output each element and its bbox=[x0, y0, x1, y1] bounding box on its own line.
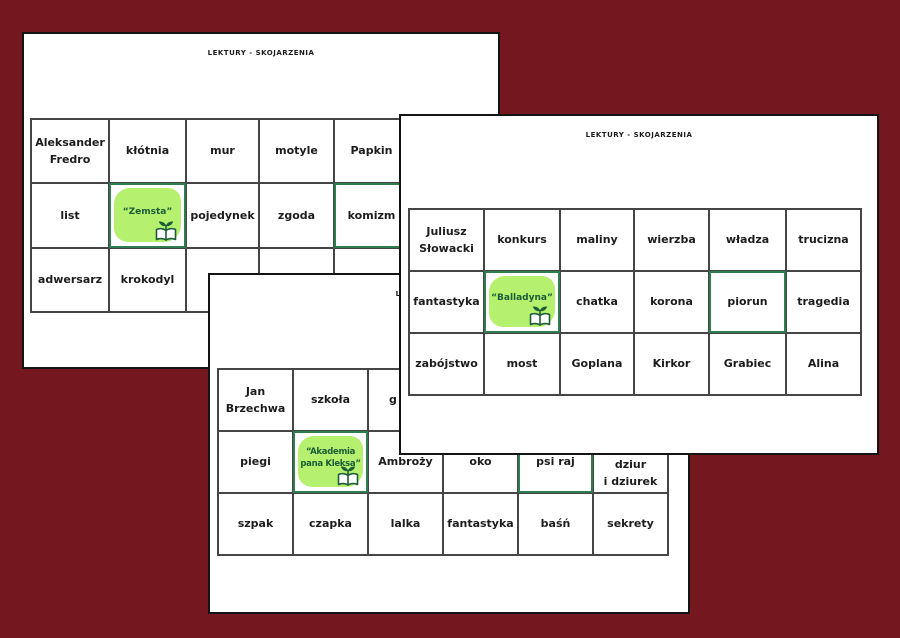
table-cell: Aleksander Fredro bbox=[31, 119, 109, 183]
table-cell: chatka bbox=[560, 271, 634, 333]
book-title: “Balladyna” bbox=[491, 293, 553, 304]
association-table: Juliusz Słowacki konkurs maliny wierzba … bbox=[408, 208, 862, 396]
table-cell: zabójstwo bbox=[409, 333, 484, 395]
book-title: “Akademia pana Kleksa” bbox=[300, 446, 361, 469]
table-cell: fantastyka bbox=[443, 493, 518, 555]
table-cell: Alina bbox=[786, 333, 861, 395]
table-cell: szpak bbox=[218, 493, 293, 555]
book-title: “Zemsta” bbox=[122, 206, 173, 217]
table-cell: trucizna bbox=[786, 209, 861, 271]
table-cell: korona bbox=[634, 271, 709, 333]
table-cell: Kirkor bbox=[634, 333, 709, 395]
table-cell: fantastyka bbox=[409, 271, 484, 333]
table-cell: zgoda bbox=[259, 183, 334, 248]
table-cell: baśń bbox=[518, 493, 593, 555]
table-cell: kłótnia bbox=[109, 119, 186, 183]
answer-cell: piorun bbox=[709, 271, 786, 333]
highlight-blob: “Balladyna” bbox=[489, 276, 555, 327]
highlight-cell: “Akademia pana Kleksa” bbox=[293, 431, 368, 493]
table-cell: most bbox=[484, 333, 560, 395]
highlight-blob: “Akademia pana Kleksa” bbox=[298, 436, 363, 487]
worksheet-page-balladyna: LEKTURY - SKOJARZENIA Juliusz Słowacki k… bbox=[399, 114, 879, 455]
highlight-blob: “Zemsta” bbox=[114, 188, 181, 242]
table-cell: mur bbox=[186, 119, 259, 183]
table-cell: piegi bbox=[218, 431, 293, 493]
table-cell: Grabiec bbox=[709, 333, 786, 395]
book-sprout-icon bbox=[155, 221, 177, 241]
highlight-cell: “Balladyna” bbox=[484, 271, 560, 333]
table-cell: Jan Brzechwa bbox=[218, 369, 293, 431]
table-cell: motyle bbox=[259, 119, 334, 183]
table-cell: tragedia bbox=[786, 271, 861, 333]
page-title: LEKTURY - SKOJARZENIA bbox=[207, 49, 315, 57]
table-cell: Papkin bbox=[334, 119, 409, 183]
highlight-cell: “Zemsta” bbox=[109, 183, 186, 248]
table-cell: sekrety bbox=[593, 493, 668, 555]
answer-cell: komizm bbox=[334, 183, 409, 248]
table-cell: Goplana bbox=[560, 333, 634, 395]
table-cell: maliny bbox=[560, 209, 634, 271]
table-cell: lalka bbox=[368, 493, 443, 555]
table-cell: krokodyl bbox=[109, 248, 186, 312]
table-cell: adwersarz bbox=[31, 248, 109, 312]
book-sprout-icon bbox=[337, 466, 359, 486]
page-title: LEKTURY - SKOJARZENIA bbox=[585, 131, 693, 139]
table-cell: czapka bbox=[293, 493, 368, 555]
table-cell: pojedynek bbox=[186, 183, 259, 248]
table-cell: Juliusz Słowacki bbox=[409, 209, 484, 271]
table-cell: władza bbox=[709, 209, 786, 271]
table-cell: konkurs bbox=[484, 209, 560, 271]
table-cell: szkoła bbox=[293, 369, 368, 431]
book-sprout-icon bbox=[529, 306, 551, 326]
table-cell: wierzba bbox=[634, 209, 709, 271]
table-cell: list bbox=[31, 183, 109, 248]
